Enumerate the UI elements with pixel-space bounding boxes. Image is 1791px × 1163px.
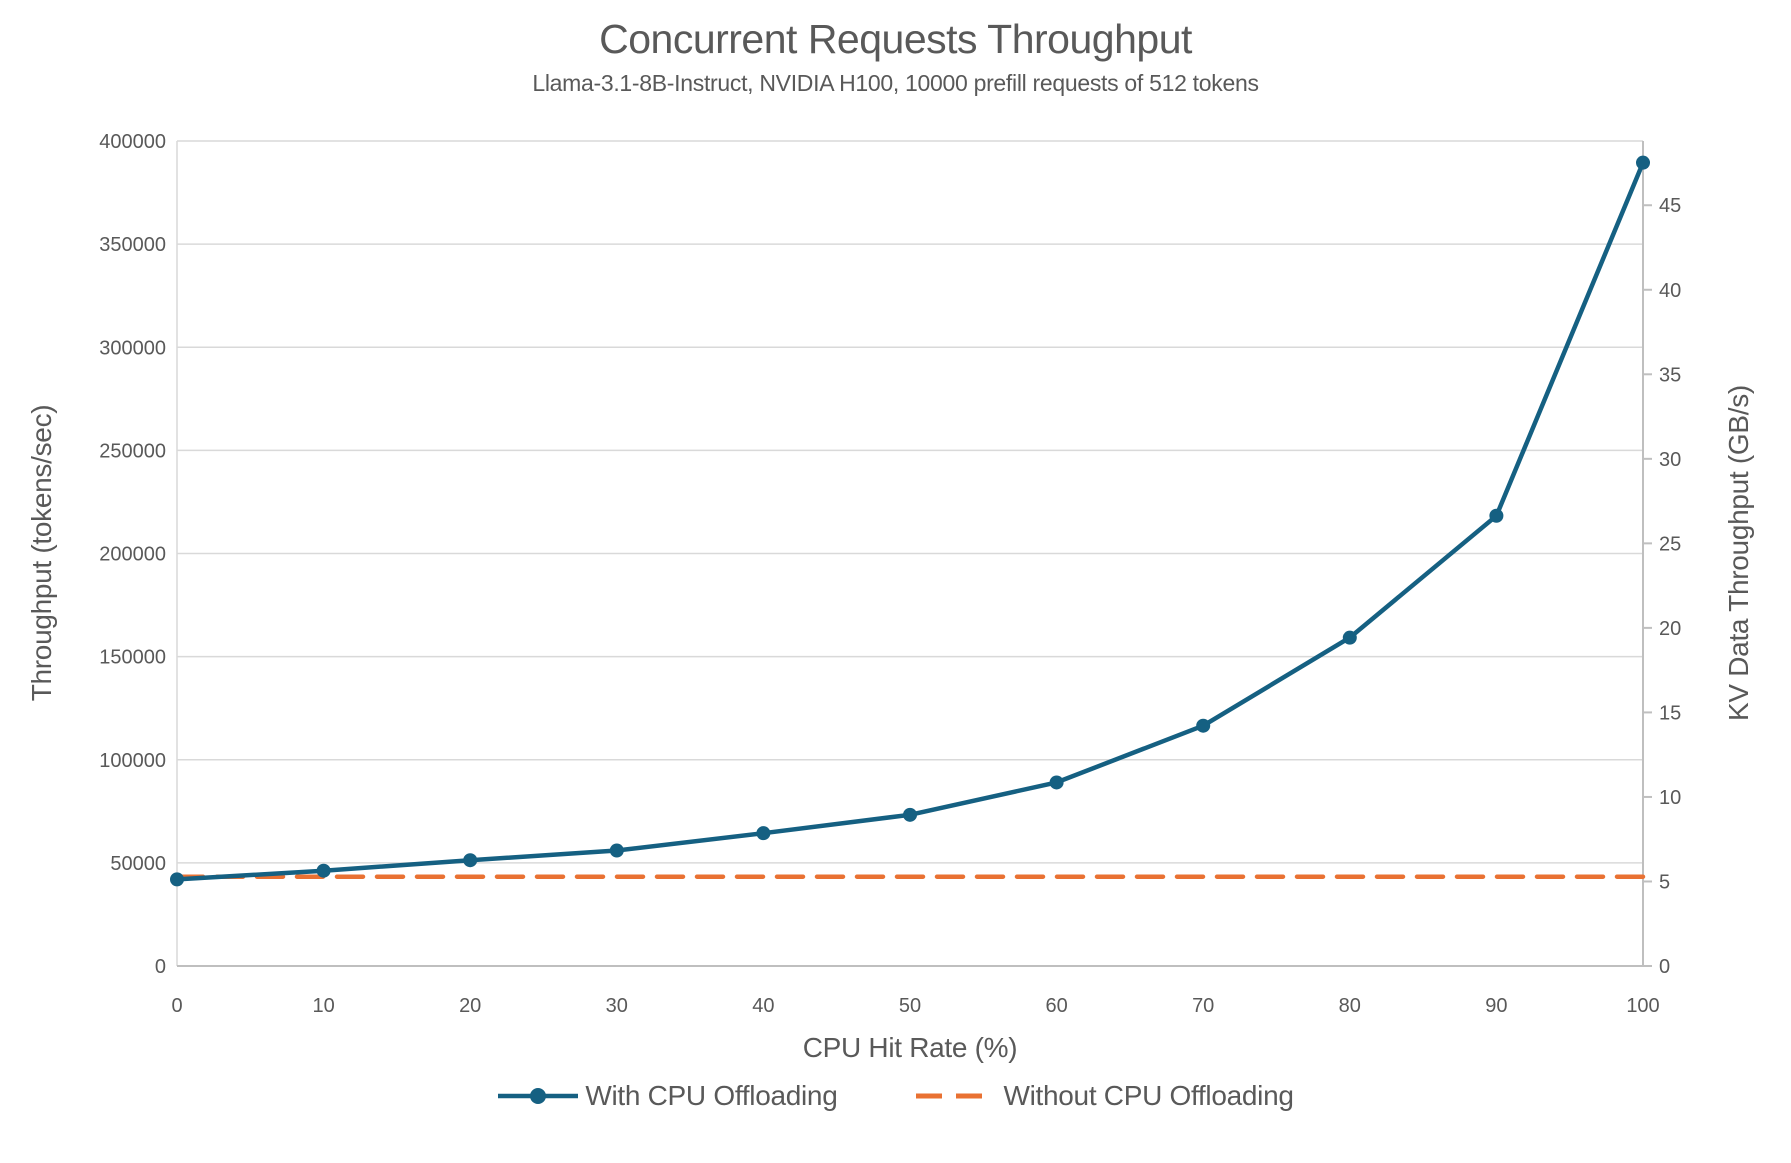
x-tick-label: 30 [606, 995, 628, 1017]
legend-label: Without CPU Offloading [1003, 1080, 1294, 1111]
data-point-marker [1636, 155, 1650, 170]
data-point-marker [1196, 718, 1211, 733]
x-tick-label: 60 [1045, 995, 1067, 1017]
chart-title: Concurrent Requests Throughput [599, 16, 1192, 62]
x-tick-label: 90 [1485, 995, 1507, 1017]
y-right-tick-label: 30 [1659, 449, 1681, 471]
x-tick-label: 40 [752, 995, 774, 1017]
x-tick-label: 0 [171, 995, 182, 1017]
x-tick-label: 70 [1192, 995, 1214, 1017]
legend-marker-line-dot-icon [498, 1088, 579, 1104]
y-right-tick-label: 15 [1659, 702, 1681, 724]
x-tick-label: 20 [459, 995, 481, 1017]
y-right-tick-label: 20 [1659, 618, 1681, 640]
x-tick-label: 10 [312, 995, 334, 1017]
data-point-marker [463, 853, 478, 868]
y-left-tick-label: 50000 [110, 853, 166, 875]
data-point-marker [1342, 630, 1357, 645]
legend-item-without-cpu-offloading: Without CPU Offloading [915, 1080, 1294, 1112]
y-left-tick-label: 100000 [99, 750, 166, 772]
y-right-tick-label: 35 [1659, 364, 1681, 386]
y-left-tick-label: 0 [155, 956, 166, 978]
series-line-with-cpu-offloading [174, 160, 1646, 882]
y-left-tick-label: 150000 [99, 647, 166, 669]
legend-marker-dashed-line-icon [916, 1093, 997, 1099]
y-left-tick-label: 350000 [99, 234, 166, 256]
x-tick-label: 80 [1339, 995, 1361, 1017]
chart-subtitle: Llama-3.1-8B-Instruct, NVIDIA H100, 1000… [532, 70, 1259, 96]
data-point-marker [1049, 775, 1064, 790]
x-tick-label: 50 [899, 995, 921, 1017]
y-right-tick-label: 0 [1659, 956, 1670, 978]
y-left-tick-label: 300000 [99, 337, 166, 359]
y-right-tick-label: 25 [1659, 533, 1681, 555]
data-point-marker [903, 807, 917, 822]
legend-label: With CPU Offloading [585, 1080, 838, 1111]
x-axis-title: CPU Hit Rate (%) [802, 1032, 1018, 1063]
y-right-tick-label: 10 [1659, 787, 1681, 809]
data-point-marker [756, 826, 771, 841]
data-point-marker [609, 843, 624, 858]
data-point-marker [316, 863, 331, 878]
chart-legend: With CPU Offloading Without CPU Offloadi… [0, 1080, 1791, 1112]
y-right-tick-label: 5 [1659, 871, 1670, 893]
legend-item-with-cpu-offloading: With CPU Offloading [497, 1080, 838, 1112]
x-tick-label: 100 [1626, 995, 1659, 1017]
data-point-marker [170, 872, 184, 887]
y-left-tick-label: 200000 [99, 544, 166, 566]
y-right-tick-label: 45 [1659, 195, 1681, 217]
y-right-tick-label: 40 [1659, 280, 1681, 302]
data-point-marker [1489, 508, 1504, 523]
y-left-tick-label: 400000 [99, 131, 166, 153]
y-left-tick-label: 250000 [99, 440, 166, 462]
